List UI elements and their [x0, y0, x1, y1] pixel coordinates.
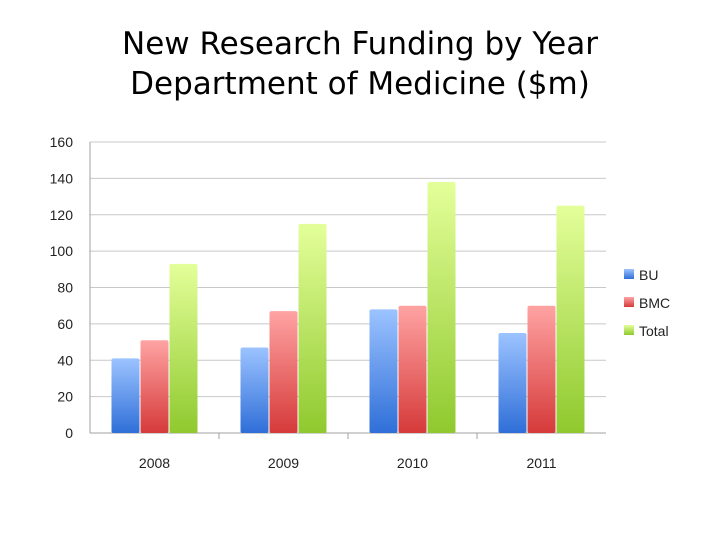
y-tick-label: 40 [57, 352, 73, 368]
y-tick-label: 60 [57, 316, 73, 332]
legend-label-total: Total [639, 323, 669, 339]
bar-bu-2009 [240, 347, 269, 433]
y-tick-label: 80 [57, 280, 73, 296]
axis-labels: 0 20 40 60 80 100 120 140 160 2008 2009 2010 2011 [50, 134, 557, 471]
legend-label-bmc: BMC [639, 295, 670, 311]
chart-title: New Research Funding by Year Department … [0, 24, 720, 104]
bar-total-2010 [427, 182, 456, 433]
x-tick-label: 2010 [397, 455, 428, 471]
bars [111, 182, 585, 433]
legend: BU BMC Total [624, 267, 670, 339]
y-tick-label: 100 [50, 243, 74, 259]
bar-bu-2010 [369, 309, 398, 433]
bar-total-2011 [556, 205, 585, 433]
bar-bu-2008 [111, 358, 140, 433]
bar-bmc-2008 [140, 340, 169, 433]
bar-bu-2011 [498, 332, 527, 433]
legend-swatch-bu [624, 269, 634, 279]
bar-total-2008 [169, 263, 198, 433]
y-tick-label: 20 [57, 389, 73, 405]
x-tick-label: 2008 [139, 455, 170, 471]
bar-bmc-2010 [398, 305, 427, 433]
y-tick-label: 0 [65, 425, 73, 441]
bar-total-2009 [298, 223, 327, 433]
legend-swatch-total [624, 325, 634, 335]
legend-swatch-bmc [624, 297, 634, 307]
chart-title-line1: New Research Funding by Year [122, 26, 598, 62]
x-tick-label: 2009 [268, 455, 299, 471]
bar-bmc-2011 [527, 305, 556, 433]
x-tick-label: 2011 [526, 455, 556, 471]
bar-bmc-2009 [269, 311, 298, 433]
y-tick-label: 140 [50, 170, 74, 186]
legend-label-bu: BU [639, 267, 658, 283]
y-tick-label: 160 [50, 134, 74, 150]
chart-title-line2: Department of Medicine ($m) [130, 66, 590, 102]
y-tick-label: 120 [50, 207, 74, 223]
